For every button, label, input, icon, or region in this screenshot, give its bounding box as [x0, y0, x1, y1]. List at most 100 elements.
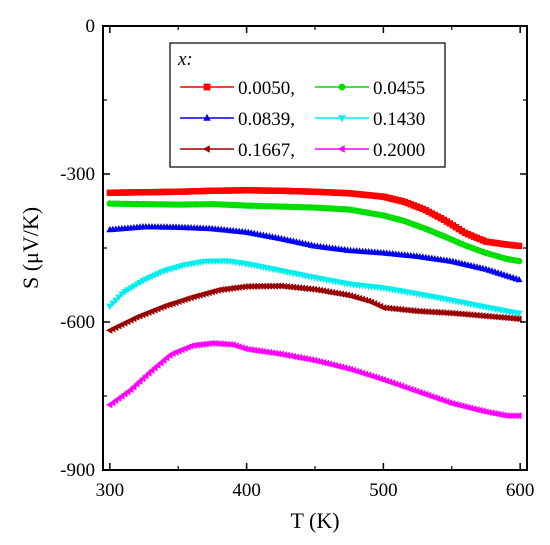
data-point [476, 406, 483, 414]
data-point [325, 288, 333, 296]
y-tick-label: 0 [86, 16, 96, 37]
legend-label: 0.1667, [238, 140, 295, 161]
data-point [482, 312, 489, 320]
data-point [427, 308, 435, 316]
legend-entry: 0.1430 [315, 109, 425, 130]
data-point [470, 311, 477, 319]
data-point [292, 353, 299, 361]
data-point [337, 290, 345, 298]
legend-label: 0.0455 [373, 78, 425, 99]
series-6 [105, 339, 522, 420]
data-point [325, 360, 333, 368]
data-point [491, 410, 498, 418]
data-point [406, 306, 414, 314]
data-point [500, 314, 507, 322]
legend-entry: 0.0050, [180, 78, 295, 99]
series-1 [106, 187, 523, 250]
data-series-layer [105, 187, 523, 420]
data-point [301, 284, 308, 292]
data-point [115, 294, 123, 301]
data-point [142, 372, 149, 380]
data-point [307, 356, 315, 364]
data-point [331, 361, 339, 370]
series-line [109, 285, 521, 332]
data-point [214, 286, 221, 294]
data-point [433, 308, 441, 316]
data-point [283, 351, 290, 359]
data-point [286, 352, 293, 360]
data-point [307, 285, 315, 293]
data-point [196, 341, 203, 349]
legend-marker [338, 83, 346, 91]
legend-label: 0.2000 [373, 140, 425, 161]
data-point [127, 386, 134, 394]
series-4 [106, 258, 523, 318]
data-point [415, 307, 423, 315]
legend-box [169, 42, 446, 168]
data-point [205, 340, 212, 348]
data-point [418, 307, 426, 315]
data-point [400, 306, 408, 314]
legend-entry: 0.0455 [315, 78, 425, 99]
data-point [421, 308, 429, 316]
data-point [436, 308, 444, 317]
data-point [470, 405, 477, 413]
data-point [506, 314, 513, 322]
data-point [256, 347, 263, 355]
data-point [322, 287, 330, 295]
data-point [310, 285, 318, 293]
series-line [109, 202, 521, 263]
data-point [268, 349, 275, 357]
legend-label: 0.0050, [238, 78, 295, 99]
data-point [391, 305, 399, 313]
data-point [112, 297, 120, 304]
data-point [295, 284, 302, 292]
data-point [265, 348, 272, 356]
data-point [397, 306, 405, 314]
data-point [476, 312, 483, 320]
data-point [388, 305, 396, 313]
data-point [488, 313, 495, 321]
data-point [343, 291, 351, 299]
data-point [289, 283, 296, 291]
data-point [286, 283, 293, 291]
data-point [482, 408, 489, 416]
data-point [199, 340, 206, 348]
data-point [232, 284, 239, 292]
data-point [515, 242, 523, 250]
data-point [515, 275, 523, 283]
data-point [136, 377, 143, 385]
data-point [382, 304, 390, 312]
data-point [334, 362, 342, 370]
data-point [289, 352, 296, 360]
data-point [491, 313, 498, 321]
axis-ticks: 300 400 500 600 0 -300 -600 -900 [60, 16, 534, 501]
data-point [430, 308, 438, 316]
data-point [440, 309, 447, 317]
data-point [443, 309, 450, 317]
legend-entry: 0.0839, [180, 109, 295, 130]
legend-title: x: [177, 49, 193, 70]
data-point [298, 284, 305, 292]
data-point [220, 340, 227, 348]
data-point [458, 310, 465, 318]
data-point [473, 406, 480, 414]
y-axis-title: S (μV/K) [18, 207, 43, 289]
y-tick-label: -900 [60, 460, 95, 481]
data-point [334, 289, 342, 298]
data-point [298, 354, 305, 362]
data-point [109, 300, 117, 308]
data-point [464, 310, 471, 319]
data-point [485, 312, 492, 320]
data-point [455, 401, 462, 409]
legend-entry: 0.1667, [180, 140, 295, 161]
data-point [304, 285, 311, 293]
data-point [385, 304, 393, 312]
data-point [515, 257, 523, 265]
data-point [271, 349, 278, 357]
data-point [497, 411, 504, 419]
data-point [262, 348, 269, 356]
data-point [467, 311, 474, 319]
data-point [187, 342, 194, 350]
data-point [226, 285, 233, 293]
